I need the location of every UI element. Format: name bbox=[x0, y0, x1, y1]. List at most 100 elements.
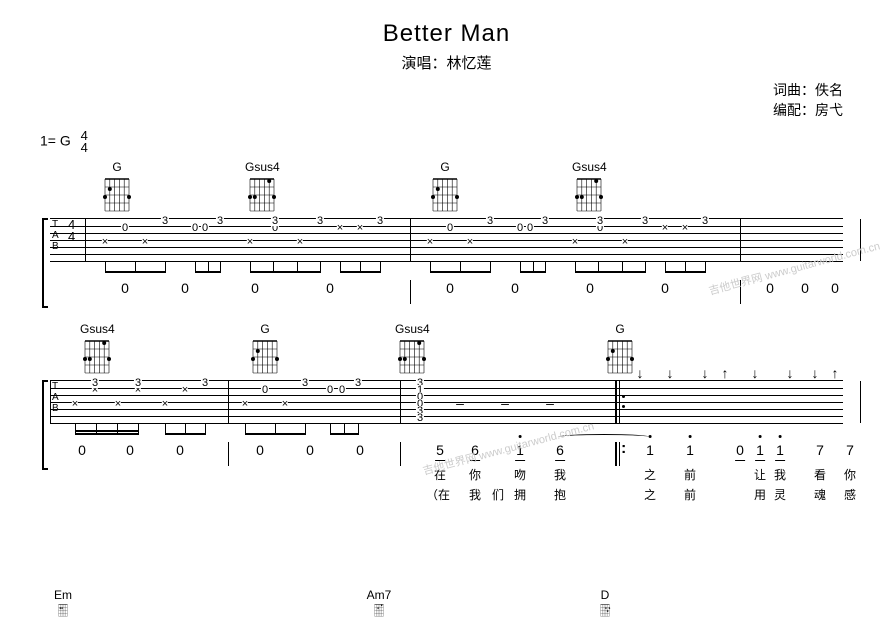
jianpu-note: 1 bbox=[776, 442, 784, 458]
tab-system-1: GGsus4GGsus4 TAB 44 ×0×3003×03×3××3×0×30… bbox=[40, 160, 853, 300]
lyric-char: 让 bbox=[754, 466, 766, 483]
lyric-char: 抱 bbox=[554, 486, 566, 503]
lyric-char: 吻 bbox=[514, 466, 526, 483]
lyric-char: 之 bbox=[644, 466, 656, 483]
tab-note: 0 bbox=[526, 223, 534, 233]
lyric-char: 拥 bbox=[514, 486, 526, 503]
tab-note: 0 bbox=[201, 223, 209, 233]
lyric-char: 前 bbox=[684, 466, 696, 483]
barline bbox=[50, 381, 51, 423]
lyric-char: 我 bbox=[469, 486, 481, 503]
tab-note: × bbox=[247, 237, 253, 247]
bottom-chord-d: D bbox=[592, 588, 618, 617]
lyric-char: 前 bbox=[684, 486, 696, 503]
tab-note: 3 bbox=[416, 413, 424, 423]
chord-g: G bbox=[430, 160, 460, 213]
tab-note: × bbox=[682, 223, 688, 233]
strum-arrow: ↓ bbox=[637, 365, 644, 381]
tab-note: 3 bbox=[376, 216, 384, 226]
strum-arrow: ↓ bbox=[667, 365, 674, 381]
lyric-char: 你 bbox=[844, 466, 856, 483]
lyric-char: 看 bbox=[814, 466, 826, 483]
tab-note: × bbox=[115, 399, 121, 409]
tab-note: × bbox=[182, 385, 188, 395]
subtitle-prefix: 演唱： bbox=[401, 55, 446, 72]
tab-note: × bbox=[622, 237, 628, 247]
repeat-colon: : bbox=[621, 440, 626, 458]
chord-g: G bbox=[605, 322, 635, 375]
strum-arrow: ↑ bbox=[722, 365, 729, 381]
tab-note: 0 bbox=[516, 223, 524, 233]
chord-gsus4: Gsus4 bbox=[395, 322, 430, 375]
jianpu-note: 0 bbox=[306, 442, 314, 458]
tab-system-2: Gsus4GGsus4G TAB ××3××3××3×0×3003310033–… bbox=[40, 322, 853, 502]
jianpu-note: 0 bbox=[326, 280, 334, 296]
chord-gsus4: Gsus4 bbox=[245, 160, 280, 213]
chord-g: G bbox=[102, 160, 132, 213]
tab-note: 3 bbox=[91, 378, 99, 388]
tab-note: × bbox=[297, 237, 303, 247]
arranger-line: 编配：房弋 bbox=[40, 101, 843, 121]
jianpu-barline bbox=[228, 442, 229, 466]
lyric-char: 在 bbox=[434, 466, 446, 483]
sustain-dash: – bbox=[501, 395, 509, 411]
tab-note: 3 bbox=[201, 378, 209, 388]
lyric-char: 我 bbox=[554, 466, 566, 483]
tab-note: × bbox=[467, 237, 473, 247]
jianpu-note: 7 bbox=[846, 442, 854, 458]
tab-note: × bbox=[242, 399, 248, 409]
tab-note: × bbox=[357, 223, 363, 233]
lyric-char: 我 bbox=[774, 466, 786, 483]
tab-note: 0 bbox=[446, 223, 454, 233]
jianpu-note: 0 bbox=[766, 280, 774, 296]
jianpu-note: 7 bbox=[816, 442, 824, 458]
subtitle: 演唱：林忆莲 bbox=[40, 52, 853, 73]
jianpu-note: 0 bbox=[126, 442, 134, 458]
jianpu-note: 1 bbox=[646, 442, 654, 458]
tab-note: 0 bbox=[121, 223, 129, 233]
tab-note: 3 bbox=[701, 216, 709, 226]
tab-clef-2: TAB bbox=[52, 381, 59, 414]
bottom-chord-em: Em bbox=[50, 588, 76, 617]
tie bbox=[558, 434, 650, 440]
lyric-char: 们 bbox=[492, 486, 504, 503]
lyric-char: 之 bbox=[644, 486, 656, 503]
jianpu-barline bbox=[400, 442, 401, 466]
tab-note: 0 bbox=[191, 223, 199, 233]
lyric-char: 感 bbox=[844, 486, 856, 503]
tab-note: 0 bbox=[326, 385, 334, 395]
barline bbox=[85, 219, 86, 261]
tab-note: × bbox=[162, 399, 168, 409]
tab-note: 3 bbox=[134, 378, 142, 388]
strum-arrow: ↓ bbox=[812, 365, 819, 381]
tab-note: 3 bbox=[216, 216, 224, 226]
tab-note: × bbox=[72, 399, 78, 409]
jianpu-note: 0 bbox=[256, 442, 264, 458]
jianpu-note: 0 bbox=[446, 280, 454, 296]
barline bbox=[400, 381, 401, 423]
jianpu-note: 1 bbox=[516, 442, 524, 458]
jianpu-note: 0 bbox=[78, 442, 86, 458]
tab-note: × bbox=[142, 237, 148, 247]
lyric-char: 灵 bbox=[774, 486, 786, 503]
barline bbox=[410, 219, 411, 261]
strum-arrow: ↓ bbox=[752, 365, 759, 381]
tab-note: × bbox=[662, 223, 668, 233]
tab-note: 3 bbox=[271, 216, 279, 226]
jianpu-note: 0 bbox=[181, 280, 189, 296]
jianpu-note: 0 bbox=[586, 280, 594, 296]
tab-note: 0 bbox=[261, 385, 269, 395]
tab-note: 0 bbox=[338, 385, 346, 395]
jianpu-note: 0 bbox=[356, 442, 364, 458]
tab-clef: TAB bbox=[52, 219, 59, 252]
tab-note: 3 bbox=[596, 216, 604, 226]
jianpu-note: 0 bbox=[176, 442, 184, 458]
jianpu-note: 5 bbox=[436, 442, 444, 458]
tab-note: 3 bbox=[486, 216, 494, 226]
chord-gsus4: Gsus4 bbox=[80, 322, 115, 375]
lyricist-line: 词曲：佚名 bbox=[40, 81, 843, 101]
tab-note: × bbox=[572, 237, 578, 247]
chord-gsus4: Gsus4 bbox=[572, 160, 607, 213]
tab-note: 3 bbox=[161, 216, 169, 226]
jianpu-note: 0 bbox=[251, 280, 259, 296]
